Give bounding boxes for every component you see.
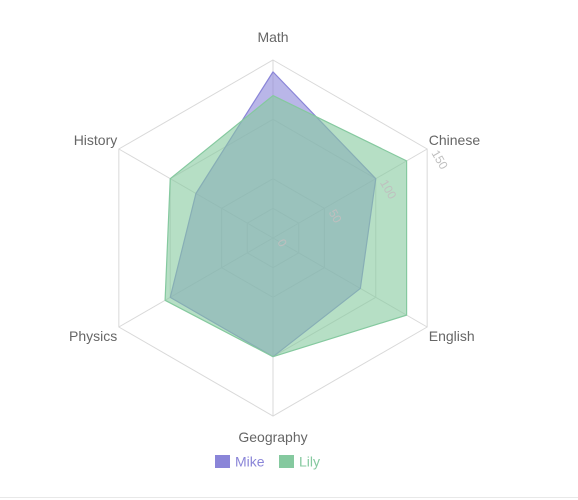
axis-labels: Math Chinese English Geography Physics Histor… — [69, 29, 480, 445]
axis-label-physics: Physics — [69, 328, 117, 344]
series-area-lily[interactable] — [164, 94, 408, 358]
axis-label-history: History — [74, 132, 118, 148]
axis-label-math: Math — [257, 29, 288, 45]
axis-label-english: English — [429, 328, 475, 344]
legend-label: Lily — [299, 454, 320, 470]
legend-swatch — [215, 455, 230, 468]
axis-label-chinese: Chinese — [429, 132, 481, 148]
legend-item-lily[interactable]: Lily — [279, 454, 320, 470]
radial-tick-label: 150 — [429, 148, 451, 173]
bottom-divider — [0, 497, 578, 498]
legend[interactable]: Mike Lily — [215, 454, 320, 470]
series-layer — [164, 71, 408, 358]
axis-label-geography: Geography — [238, 429, 307, 445]
legend-label: Mike — [235, 454, 265, 470]
legend-item-mike[interactable]: Mike — [215, 454, 265, 470]
legend-swatch — [279, 455, 294, 468]
radial-tick-label: 50 — [326, 207, 345, 226]
